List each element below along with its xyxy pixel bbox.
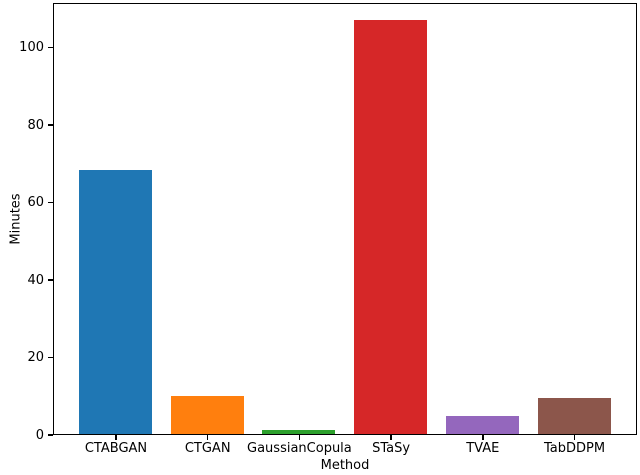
- bar-ctabgan: [79, 169, 152, 434]
- y-tick-label: 100: [19, 40, 44, 55]
- bar-ctgan: [170, 396, 244, 434]
- plot-area: [53, 3, 637, 435]
- bar-stasy: [354, 20, 428, 434]
- x-tick-label: CTGAN: [184, 441, 231, 456]
- y-tick-mark: [48, 201, 53, 204]
- x-tick-mark: [482, 435, 484, 440]
- y-tick-label: 0: [35, 427, 44, 443]
- y-tick-label: 20: [27, 350, 44, 365]
- x-tick-mark: [573, 435, 576, 440]
- bar-tabddpm: [537, 398, 611, 434]
- y-tick-mark: [48, 434, 53, 436]
- y-tick-mark: [48, 356, 53, 359]
- bar-tvae: [445, 416, 519, 434]
- x-tick-label: TVAE: [466, 441, 500, 456]
- x-tick-mark: [115, 435, 117, 440]
- y-tick-mark: [48, 124, 53, 126]
- y-tick-label: 60: [27, 195, 44, 210]
- y-tick-label: 40: [27, 272, 44, 288]
- y-tick-mark: [48, 279, 53, 281]
- y-tick-label: 80: [27, 117, 44, 133]
- x-tick-mark: [298, 435, 301, 440]
- x-axis-label: Method: [320, 458, 370, 473]
- x-tick-label: GaussianCopula: [247, 441, 352, 456]
- x-tick-label: STaSy: [372, 441, 411, 456]
- x-tick-mark: [390, 435, 392, 440]
- x-tick-label: TabDDPM: [543, 441, 606, 456]
- bar-gaussiancopula: [262, 429, 336, 434]
- x-tick-label: CTABGAN: [84, 441, 148, 456]
- y-tick-mark: [48, 46, 53, 49]
- x-tick-mark: [206, 435, 209, 440]
